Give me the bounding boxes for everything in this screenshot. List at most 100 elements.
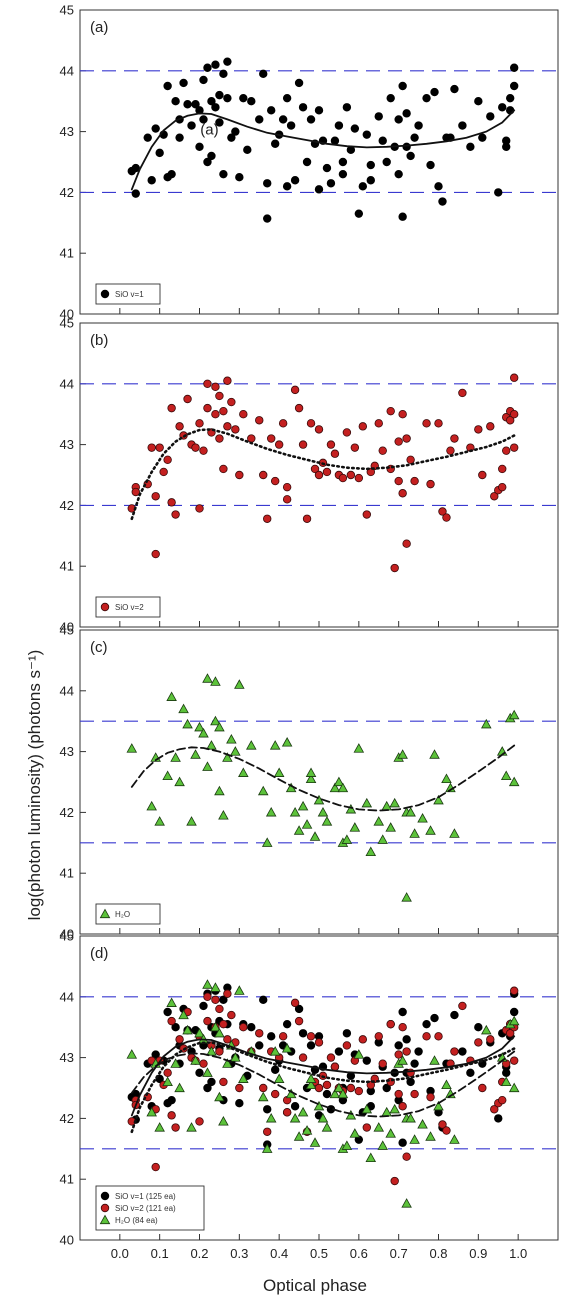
y-tick-label: 43 [60,124,74,139]
data-point [155,148,164,158]
data-point [322,163,332,173]
data-point [211,382,220,392]
data-point [305,1079,317,1090]
data-point [167,498,176,507]
y-tick-label: 43 [60,744,74,759]
data-point [219,169,228,179]
data-point [186,1122,197,1132]
data-point [466,1068,475,1077]
data-point [290,1102,300,1111]
data-point [294,78,304,88]
data-point [282,1108,292,1117]
data-point [317,1112,329,1123]
data-point [385,1128,396,1138]
data-point [345,803,357,814]
data-point [199,1001,208,1011]
data-point [374,112,383,121]
data-point [373,1122,385,1132]
x-tick-label: 0.0 [111,1246,129,1261]
fit-annotation: (a) [200,122,218,139]
data-point [199,1059,208,1068]
data-point [446,446,455,455]
y-tick-label: 40 [60,307,74,322]
data-point [298,103,308,112]
data-point [255,416,264,425]
data-point [502,142,511,151]
data-point [238,767,249,777]
y-tick-label: 41 [60,246,74,261]
data-point [261,1143,273,1153]
data-point [195,142,204,151]
data-point [402,1152,411,1161]
data-point [398,489,407,498]
data-point [199,115,208,124]
data-point [151,549,160,559]
data-point [171,1022,180,1032]
data-point [178,703,189,714]
data-point [366,160,375,170]
data-point [263,1105,272,1114]
x-tick-label: 0.1 [151,1246,169,1261]
data-point [154,816,165,826]
data-point [167,1111,176,1120]
data-point [498,464,507,474]
data-point [207,151,216,161]
data-point [430,87,439,97]
data-point [126,1049,138,1059]
data-point [147,443,156,452]
x-tick-label: 0.6 [350,1246,368,1261]
data-point [354,209,364,218]
data-point [402,539,411,548]
data-point [270,139,280,148]
data-point [410,476,419,486]
data-point [350,443,360,452]
data-point [257,785,269,796]
data-point [402,1035,411,1044]
y-tick-label: 40 [60,620,74,635]
plot-frame [79,629,559,935]
legend-marker [99,1214,111,1225]
data-point [175,1035,184,1044]
data-point [289,806,301,817]
data-point [509,63,519,72]
fit-curve-dashed [130,1050,516,1118]
data-point [394,169,403,179]
data-point [247,434,256,443]
data-point [358,422,368,431]
data-point [329,1088,341,1099]
y-tick-label: 41 [60,1172,74,1187]
data-point [255,1029,264,1038]
data-point [167,169,176,179]
data-point [186,816,197,826]
x-tick-label: 0.8 [429,1246,447,1261]
data-point [425,1131,436,1141]
data-point [273,1073,285,1083]
data-point [278,419,288,428]
data-point [434,182,443,191]
data-point [341,834,353,844]
data-point [175,133,184,142]
data-point [282,182,292,191]
data-point [309,831,321,841]
chart-panel-a: 40 41 42 43 44 45 (a) (a) SiO v=1 [60,3,559,322]
data-point [450,84,459,94]
data-point [155,443,164,452]
data-point [215,1047,224,1056]
y-tick-label: 42 [60,1111,74,1126]
data-point [219,464,228,474]
data-point [306,419,316,428]
data-point [206,1046,217,1056]
data-point [263,514,272,523]
y-tick-label: 44 [60,63,74,78]
data-point [305,773,317,784]
data-point [401,1198,412,1208]
data-point [203,63,212,72]
data-point [203,379,212,388]
data-point [314,1083,324,1093]
data-point [270,476,280,486]
y-tick-label: 41 [60,866,74,881]
data-point [429,749,440,759]
data-point [321,816,333,826]
data-point [422,1019,431,1029]
